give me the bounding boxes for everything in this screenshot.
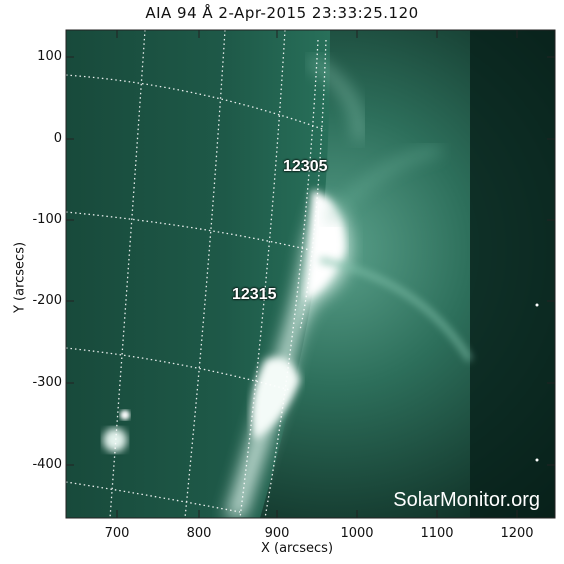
x-tick-label: 700 [104, 526, 130, 541]
x-tick-label: 900 [264, 526, 290, 541]
heliographic-grid [66, 30, 327, 518]
y-axis-label: Y (arcsecs) [12, 241, 28, 314]
y-tick-label: -200 [32, 293, 62, 308]
active-region-label-12315: 12315 [232, 286, 277, 303]
y-tick-label: -400 [32, 457, 62, 472]
x-tick-label: 1000 [340, 526, 374, 541]
plot-frame [65, 29, 556, 519]
y-tick-label: -100 [32, 212, 62, 227]
plot-area [66, 30, 555, 518]
bright-point [103, 428, 127, 452]
image-title: AIA 94 Å 2-Apr-2015 23:33:25.120 [145, 4, 419, 22]
x-axis-ticks [116, 30, 518, 518]
y-tick-label: -300 [32, 375, 62, 390]
y-tick-label: 0 [53, 131, 62, 146]
x-tick-label: 1100 [420, 526, 454, 541]
x-tick-label: 1200 [500, 526, 534, 541]
watermark: SolarMonitor.org [393, 489, 540, 511]
x-tick-label: 800 [186, 526, 212, 541]
y-axis-ticks [66, 56, 555, 466]
x-axis-label: X (arcsecs) [260, 541, 334, 556]
y-tick-label: 100 [37, 49, 62, 64]
bright-region-12315 [251, 357, 300, 440]
active-region-label-12305: 12305 [283, 158, 328, 175]
